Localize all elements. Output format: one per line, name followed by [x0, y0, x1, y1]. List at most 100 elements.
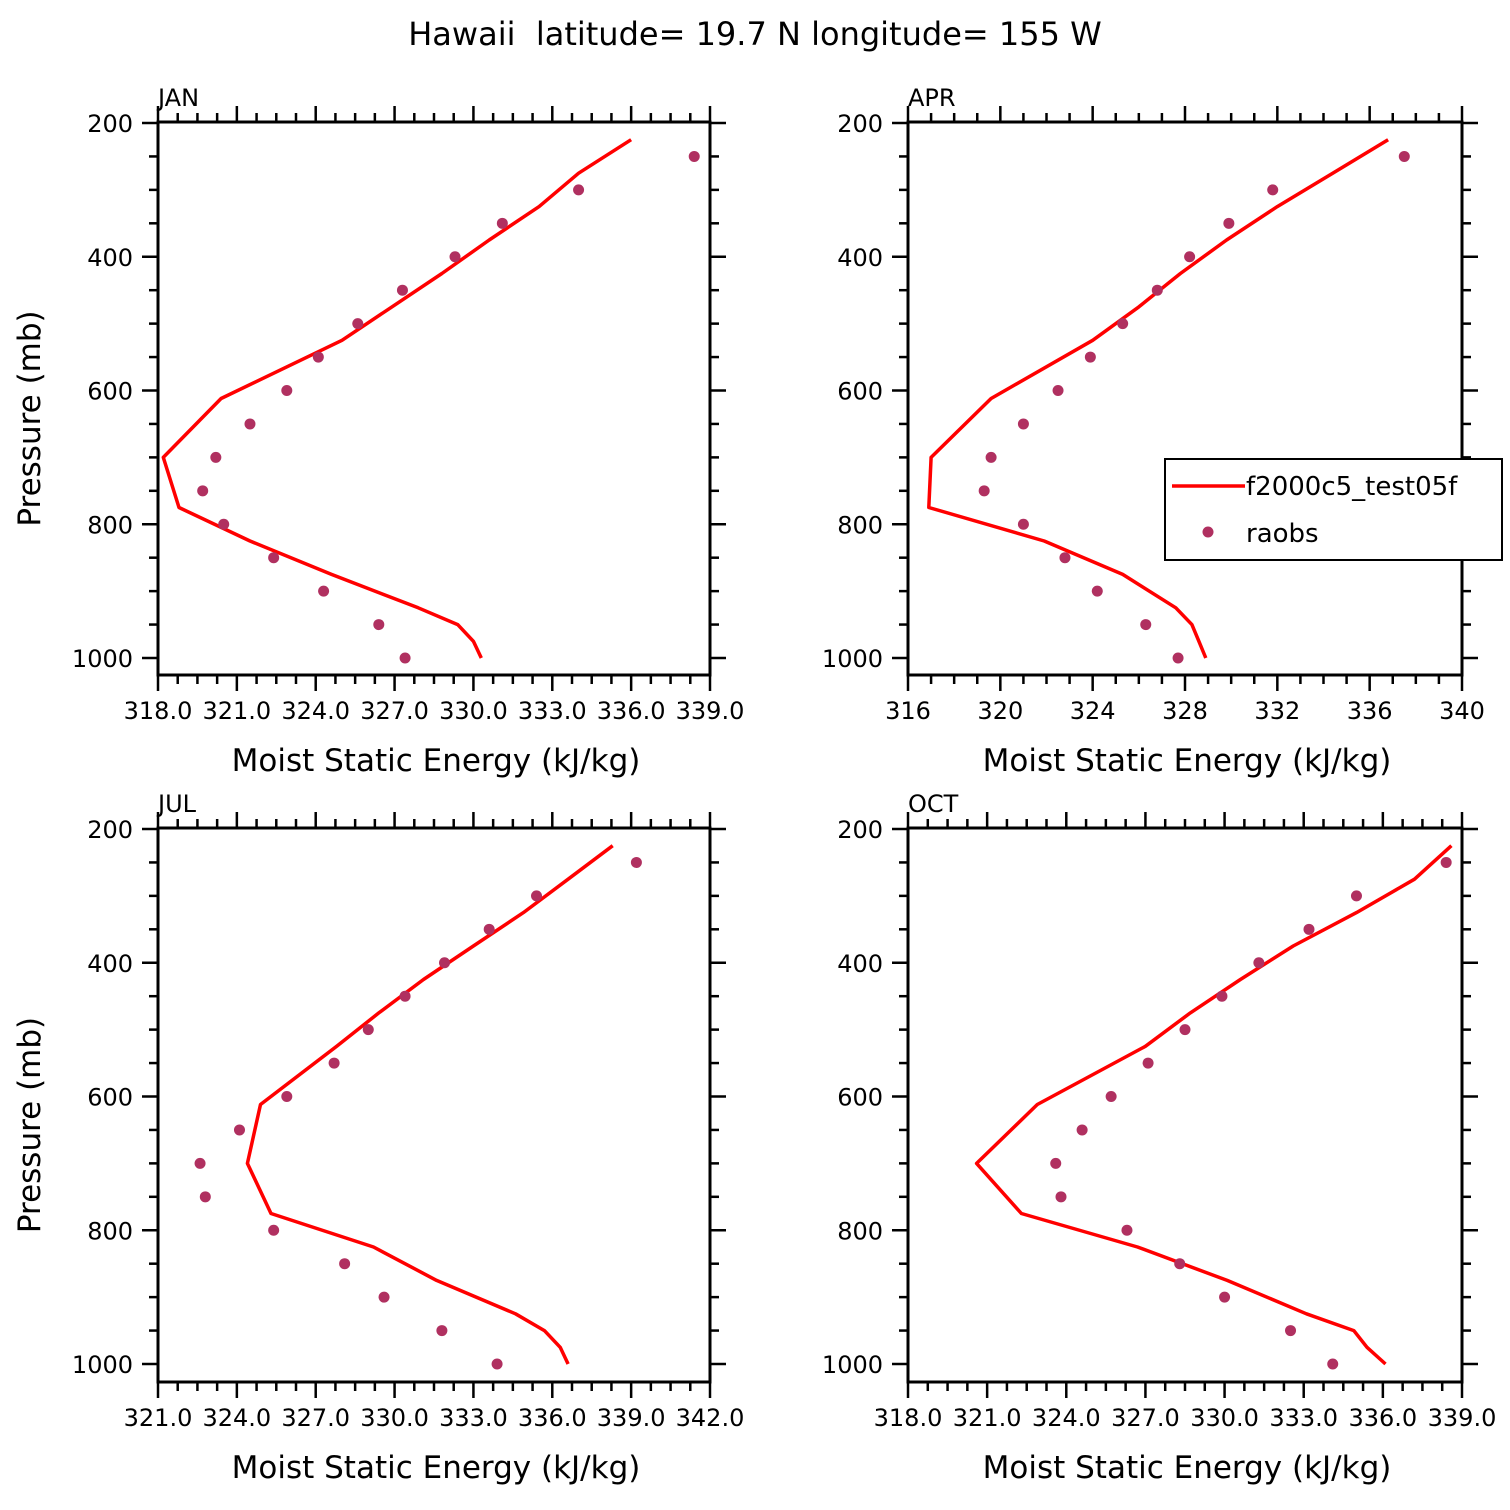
obs-point [1017, 418, 1029, 430]
obs-point [1440, 856, 1452, 868]
y-tick-label: 800 [837, 1217, 883, 1245]
y-tick-label: 400 [87, 244, 133, 272]
x-axis-title: Moist Static Energy (kJ/kg) [983, 1450, 1392, 1486]
x-tick-label: 320 [977, 697, 1023, 725]
obs-point [194, 1157, 206, 1169]
panel-title: JUL [156, 790, 197, 818]
x-tick-label: 333.0 [439, 1404, 508, 1432]
plot-frame [156, 120, 712, 677]
x-tick-label: 336.0 [597, 697, 666, 725]
panel-title: JAN [156, 84, 199, 112]
obs-point [399, 990, 411, 1002]
legend-box [1164, 458, 1503, 561]
x-tick-label: 318.0 [124, 697, 193, 725]
plot-frame [906, 826, 1464, 1384]
obs-point [1059, 552, 1071, 564]
obs-point [244, 418, 256, 430]
obs-point [1253, 957, 1265, 969]
obs-point [378, 1291, 390, 1303]
y-tick-label: 600 [87, 378, 133, 406]
x-tick-label: 330.0 [360, 1404, 429, 1432]
obs-point [1055, 1191, 1067, 1203]
obs-point [281, 1091, 293, 1102]
panel-jan: 200 400 600 800 1000 318.0 321.0 324.0 327.0 330.… [12, 84, 744, 779]
obs-point [1151, 284, 1163, 296]
x-tick-label: 340 [1439, 697, 1485, 725]
x-tick-label: 324.0 [202, 1404, 271, 1432]
obs-point [985, 451, 997, 463]
x-tick-label: 321.0 [202, 697, 271, 725]
obs-point [1350, 890, 1362, 902]
x-tick-label: 342.0 [676, 1404, 745, 1432]
obs-point [399, 652, 411, 664]
x-tick-label: 330.0 [439, 697, 508, 725]
obs-point [978, 485, 990, 497]
series-line-model [974, 844, 1453, 1366]
x-axis-title: Moist Static Energy (kJ/kg) [983, 743, 1392, 779]
obs-point [439, 957, 451, 969]
obs-point [1091, 585, 1103, 597]
y-tick-label: 200 [837, 110, 883, 138]
panel-title: APR [908, 84, 956, 112]
obs-point [1050, 1157, 1062, 1169]
x-tick-label: 324.0 [281, 697, 350, 725]
obs-point [218, 518, 230, 530]
x-tick-label: 327.0 [1111, 1404, 1180, 1432]
panel-title: OCT [908, 790, 959, 818]
obs-point [199, 1191, 211, 1203]
figure-title: Hawaii latitude= 19.7 N longitude= 155 W [408, 15, 1102, 53]
x-tick-label: 332 [1254, 697, 1300, 725]
obs-point [396, 284, 408, 296]
y-tick-label: 800 [837, 511, 883, 539]
legend-label-model: f2000c5_test05f [1246, 472, 1458, 502]
obs-point [1219, 1291, 1231, 1303]
obs-point [1117, 318, 1129, 330]
y-tick-label: 1000 [72, 645, 133, 673]
obs-point [1184, 251, 1196, 263]
obs-point [373, 619, 385, 631]
obs-point [312, 351, 324, 363]
series-line-model [161, 138, 633, 659]
obs-point [352, 318, 364, 330]
legend-label-obs: raobs [1246, 519, 1319, 549]
series-line-model [927, 138, 1390, 659]
obs-point [318, 585, 330, 597]
y-tick-label: 600 [87, 1084, 133, 1112]
obs-point [1172, 652, 1184, 664]
obs-point [210, 451, 222, 463]
x-tick-label: 324.0 [1032, 1404, 1101, 1432]
obs-point [436, 1325, 448, 1337]
series-line-model [245, 844, 614, 1365]
obs-point [1052, 385, 1064, 396]
obs-point [1174, 1258, 1186, 1270]
obs-point [1179, 1024, 1191, 1036]
obs-point [491, 1358, 503, 1370]
panel-oct: 200 400 600 800 1000 318.0 321.0 324.0 327.0 330.… [822, 790, 1496, 1486]
obs-point [328, 1057, 340, 1069]
x-tick-label: 336.0 [518, 1404, 587, 1432]
panel-jul: 200 400 600 800 1000 321.0 324.0 327.0 330.0 333.… [12, 790, 744, 1486]
obs-point [449, 251, 461, 263]
y-tick-label: 800 [87, 1217, 133, 1245]
y-tick-label: 1000 [72, 1351, 133, 1379]
obs-point [630, 856, 642, 868]
obs-point [1398, 150, 1410, 162]
x-axis-title: Moist Static Energy (kJ/kg) [232, 743, 641, 779]
y-tick-label: 200 [87, 110, 133, 138]
obs-point [197, 485, 209, 497]
x-tick-label: 327.0 [281, 1404, 350, 1432]
x-tick-label: 328 [1162, 697, 1208, 725]
y-tick-label: 1000 [822, 1351, 883, 1379]
obs-point [362, 1024, 374, 1036]
obs-point [1140, 619, 1152, 631]
obs-point [268, 1224, 280, 1236]
x-tick-label: 339.0 [676, 697, 745, 725]
obs-point [1223, 217, 1235, 229]
x-tick-label: 324 [1070, 697, 1116, 725]
obs-point [688, 150, 700, 162]
obs-point [496, 217, 508, 229]
obs-point [483, 923, 495, 935]
